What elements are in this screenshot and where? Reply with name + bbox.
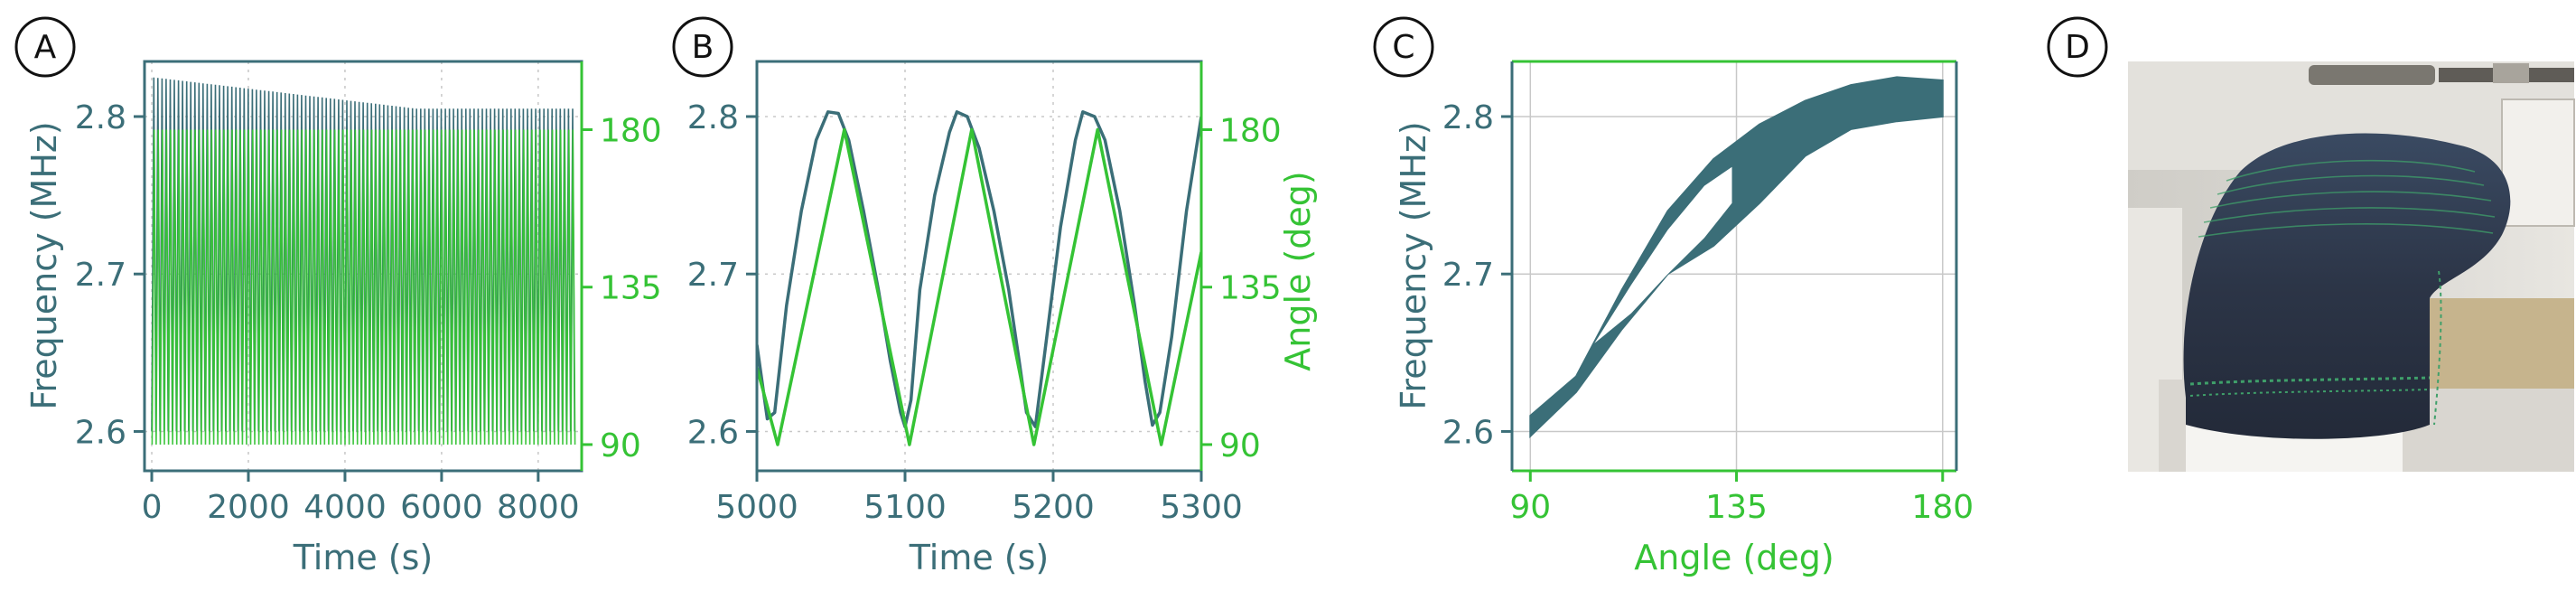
y-tick-label-left: 2.8 <box>1442 99 1494 136</box>
series-angle-a <box>151 129 576 446</box>
y-tick-label-left: 2.7 <box>687 257 739 294</box>
y-tick-label-left: 2.8 <box>75 99 126 136</box>
y-tick-label-right: 135 <box>600 270 662 307</box>
x-tick-label: 90 <box>1509 489 1551 526</box>
svg-text:D: D <box>2065 29 2090 66</box>
y-tick-label-right: 180 <box>600 113 662 150</box>
hysteresis-gap <box>1594 166 1732 343</box>
chart-b-grid <box>757 61 1201 471</box>
x-tick-label: 0 <box>142 489 163 526</box>
x-tick-label: 8000 <box>497 489 580 526</box>
photo-knit-sleeve <box>2128 61 2575 472</box>
y-tick-label-left: 2.6 <box>75 414 126 451</box>
svg-text:A: A <box>34 29 57 66</box>
chart-c-ticks: 90 135 180 2.6 2.7 2.8 <box>1442 99 1974 526</box>
x-tick-label: 135 <box>1705 489 1768 526</box>
chart-b: 5000 5100 5200 5300 2.6 2.7 2.8 90 135 180 Time (… <box>687 60 1318 577</box>
chart-a-xlabel: Time (s) <box>293 538 434 577</box>
x-tick-label: 2000 <box>207 489 290 526</box>
x-tick-label: 5000 <box>715 489 798 526</box>
chart-c-ylabel: Frequency (MHz) <box>1394 121 1433 409</box>
chart-a: 0 2000 4000 6000 8000 2.6 2.7 2.8 90 135 180 Time … <box>24 60 662 577</box>
x-tick-label: 5100 <box>863 489 947 526</box>
y-tick-label-left: 2.6 <box>687 414 739 451</box>
chart-b-series <box>757 110 1201 446</box>
y-tick-label-right: 135 <box>1219 270 1282 307</box>
hysteresis-band <box>1529 76 1944 439</box>
x-tick-label: 4000 <box>303 489 387 526</box>
y-tick-label-right: 90 <box>600 427 641 464</box>
y-tick-label-left: 2.7 <box>1442 257 1494 294</box>
y-tick-label-right: 180 <box>1219 113 1282 150</box>
chart-a-ticks: 0 2000 4000 6000 8000 2.6 2.7 2.8 90 135 180 <box>75 99 662 526</box>
y-tick-label-left: 2.6 <box>1442 414 1494 451</box>
panel-label-b: B <box>672 16 733 78</box>
svg-text:B: B <box>692 29 714 66</box>
chart-c: 90 135 180 2.6 2.7 2.8 Angle (deg) Frequency … <box>1394 60 1974 577</box>
y-tick-label-left: 2.7 <box>75 257 126 294</box>
chart-c-series <box>1529 76 1944 439</box>
panel-label-a: A <box>14 16 76 78</box>
chart-b-right-ylabel: Angle (deg) <box>1278 171 1318 371</box>
x-tick-label: 5300 <box>1160 489 1243 526</box>
y-tick-label-left: 2.8 <box>687 99 739 136</box>
x-tick-label: 5200 <box>1012 489 1095 526</box>
chart-b-ticks: 5000 5100 5200 5300 2.6 2.7 2.8 90 135 180 <box>687 99 1282 526</box>
chart-a-series <box>151 77 576 446</box>
x-tick-label: 6000 <box>400 489 483 526</box>
x-tick-label: 180 <box>1911 489 1974 526</box>
chart-c-xlabel: Angle (deg) <box>1634 538 1834 577</box>
chart-b-xlabel: Time (s) <box>909 538 1050 577</box>
panel-label-d: D <box>2047 16 2108 78</box>
panel-label-c: C <box>1373 16 1434 78</box>
y-tick-label-right: 90 <box>1219 427 1261 464</box>
chart-a-ylabel: Frequency (MHz) <box>24 121 64 409</box>
series-angle-b <box>757 127 1201 446</box>
svg-text:C: C <box>1392 29 1414 66</box>
